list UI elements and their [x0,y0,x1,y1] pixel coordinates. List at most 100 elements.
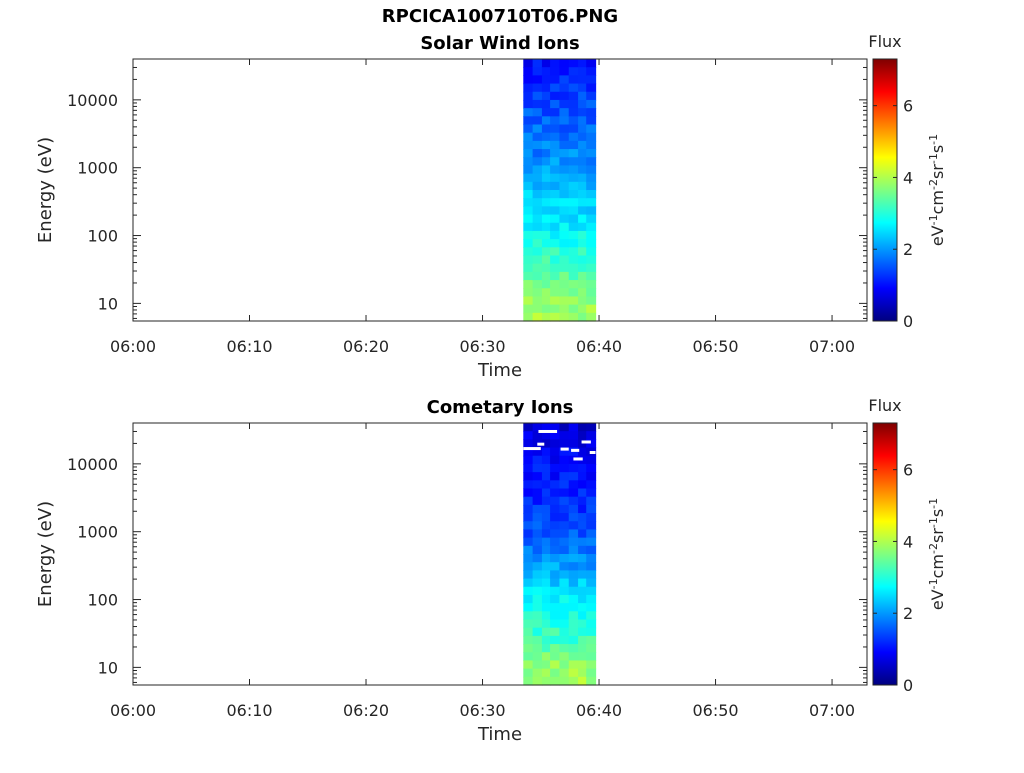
spectrogram-cell [568,603,579,612]
spectrogram-cell [586,312,597,322]
spectrogram-cell [578,173,587,183]
spectrogram-cell [523,75,534,85]
spectrogram-cell [578,545,587,555]
spectrogram-cell [559,222,570,232]
y-tick-label: 10000 [67,91,118,110]
spectrogram-cell [532,132,543,142]
plot-frame [132,422,868,686]
spectrogram-cell [578,239,587,248]
x-tick-label: 06:00 [110,701,156,720]
spectrogram-cell [550,271,561,281]
spectrogram-cell [559,611,570,621]
spectrogram-cell [568,504,579,514]
colorbar-tick-label: 4 [903,532,913,551]
panel-title: Solar Wind Ions [420,33,579,54]
spectrogram-cell [550,59,561,68]
spectrogram-cell [550,619,561,629]
spectrogram-cell [523,132,534,142]
spectrogram-cell [568,644,579,653]
spectrogram-cell [550,206,561,216]
spectrogram-cell [550,603,561,612]
spectrogram-cell [532,165,543,175]
spectrogram-cell [586,496,597,506]
spectrogram-cell [586,439,597,449]
spectrogram-cell [568,586,579,596]
spectrogram-cell [523,263,534,273]
spectrogram-cell [523,586,534,596]
spectrogram-cell [523,578,534,588]
spectrogram-cell [532,676,543,686]
spectrogram-cell [578,513,587,522]
spectrogram-cell [568,513,579,522]
spectrogram-cell [586,116,597,126]
solar-wind-panel: Solar Wind Ions 06:00 06:10 06:20 06:30 06:4… [35,32,947,381]
spectrogram-cell [523,496,534,506]
spectrogram-cell [532,578,543,588]
spectrogram-cell [559,676,570,686]
y-tick-label: 1000 [77,159,118,178]
spectrogram-cell [586,198,597,207]
spectrogram-cell [523,627,534,637]
spectrogram-cell [559,198,570,207]
spectrogram-cell [541,190,551,199]
spectrogram-cell [559,627,570,637]
spectrogram-cell [550,304,561,314]
spectrogram-cell [541,504,551,514]
spectrogram-cell [532,91,543,101]
spectrogram-cell [586,431,597,440]
spectrogram-cell [541,222,551,232]
spectrogram-cell [523,214,534,224]
spectrogram-cell [559,75,570,85]
spectrogram-cell [559,463,570,473]
colorbar-gradient [872,422,898,686]
spectrogram-cell [523,173,534,183]
spectrogram-cell [559,140,570,150]
spectrogram-cell [532,660,543,670]
spectrogram-cell [578,75,587,85]
spectrogram-cell [559,190,570,199]
spectrogram-cell [541,296,551,306]
spectrogram-cell [559,149,570,158]
spectrogram-cell [523,59,534,68]
x-tick-label: 06:30 [459,701,505,720]
spectrogram-cell [578,537,587,547]
spectrogram-cell [559,652,570,662]
spectrogram-cell [541,140,551,150]
spectrogram-cell [541,439,551,449]
spectrogram-cell [541,496,551,506]
spectrogram-cell [532,554,543,563]
spectrogram-cell [541,312,551,322]
spectrogram-cell [568,627,579,637]
spectrogram-cell [578,521,587,531]
spectrogram-cell [568,594,579,604]
spectrogram-cell [559,504,570,514]
spectrogram-cell [586,247,597,257]
spectrogram-cell [578,222,587,232]
spectrogram-cell [559,132,570,142]
data-gaps [523,429,596,461]
spectrogram-cell [523,513,534,522]
colorbar-unit-label: eV-1cm-2sr-1s-1 [927,498,948,610]
spectrogram-cell [541,537,551,547]
spectrogram-cell [523,230,534,240]
spectrogram-cell [532,619,543,629]
spectrogram-cell [559,124,570,134]
spectrogram-cell [532,140,543,150]
spectrogram-cell [568,676,579,686]
spectrogram-cell [541,206,551,216]
spectrogram-cell [523,439,534,449]
spectrogram-cell [578,431,587,440]
y-axis-label: Energy (eV) [35,137,56,243]
spectrogram-cell [559,239,570,248]
spectrogram-cell [541,230,551,240]
panel-title: Cometary Ions [427,397,574,418]
colorbar-tick-label: 0 [903,676,913,695]
y-tick-label: 100 [87,227,118,246]
spectrogram-cell [523,570,534,580]
spectrogram-cell [523,280,534,289]
spectrogram-cell [578,644,587,653]
spectrogram-cell [578,83,587,93]
spectrogram-cell [586,288,597,298]
spectrogram-cell [523,455,534,465]
spectrogram-cell [586,570,597,580]
